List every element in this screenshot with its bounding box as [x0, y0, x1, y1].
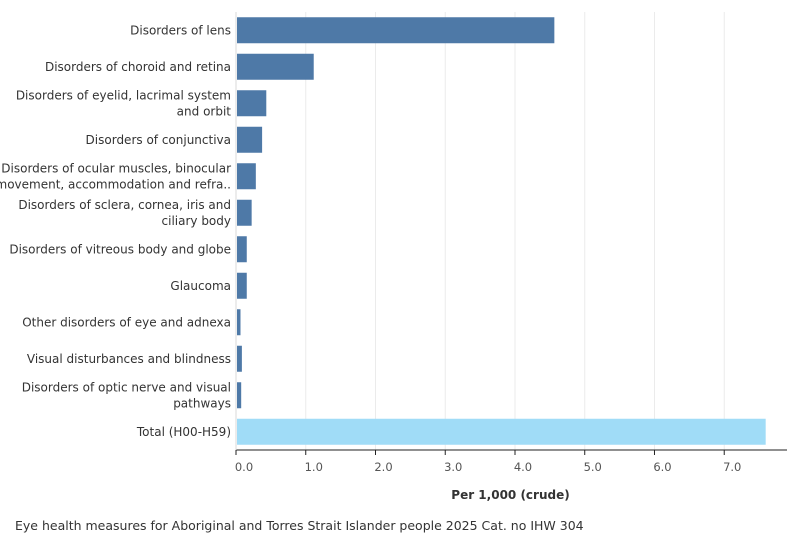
category-label: Other disorders of eye and adnexa — [22, 315, 231, 329]
bar — [237, 163, 256, 190]
category-label: Disorders of optic nerve and visual — [22, 380, 231, 394]
bar — [237, 236, 247, 263]
bar — [237, 272, 247, 299]
x-tick-label: 1.0 — [305, 460, 323, 474]
grid-lines — [305, 12, 725, 450]
category-label: Glaucoma — [170, 279, 231, 293]
bar — [237, 53, 314, 80]
x-axis: 0.0 1.0 2.0 3.0 4.0 5.0 6.0 7.0 — [235, 12, 787, 474]
category-label: pathways — [173, 396, 231, 410]
category-label: Disorders of sclera, cornea, iris and — [18, 198, 231, 212]
source-note: Eye health measures for Aboriginal and T… — [15, 518, 584, 533]
bar — [237, 17, 555, 44]
bar — [237, 90, 267, 117]
category-label: Visual disturbances and blindness — [27, 352, 231, 366]
bar — [237, 418, 766, 445]
x-tick-label: 4.0 — [514, 460, 532, 474]
bar — [237, 345, 242, 372]
bar-chart: Disorders of lens Disorders of choroid an… — [0, 12, 787, 502]
category-label: movement, accommodation and refra.. — [0, 177, 231, 191]
category-label: Disorders of ocular muscles, binocular — [1, 161, 231, 175]
category-labels: Disorders of lens Disorders of choroid an… — [0, 23, 231, 439]
bars — [237, 17, 766, 445]
bar — [237, 309, 241, 336]
x-tick-label: 7.0 — [723, 460, 741, 474]
bar — [237, 126, 263, 153]
category-label: Disorders of vitreous body and globe — [9, 242, 231, 256]
category-label: ciliary body — [162, 214, 231, 228]
bar — [237, 199, 252, 226]
category-label: Disorders of lens — [130, 23, 231, 37]
category-label: Disorders of eyelid, lacrimal system — [16, 88, 231, 102]
bar — [237, 382, 242, 409]
x-axis-title: Per 1,000 (crude) — [451, 488, 569, 502]
x-tick-label: 5.0 — [584, 460, 602, 474]
category-label: Total (H00-H59) — [136, 425, 231, 439]
x-tick-label: 0.0 — [235, 460, 253, 474]
x-tick-label: 2.0 — [374, 460, 392, 474]
x-tick-label: 6.0 — [653, 460, 671, 474]
category-label: Disorders of choroid and retina — [45, 60, 231, 74]
category-label: Disorders of conjunctiva — [86, 133, 231, 147]
x-tick-label: 3.0 — [444, 460, 462, 474]
category-label: and orbit — [177, 104, 232, 118]
